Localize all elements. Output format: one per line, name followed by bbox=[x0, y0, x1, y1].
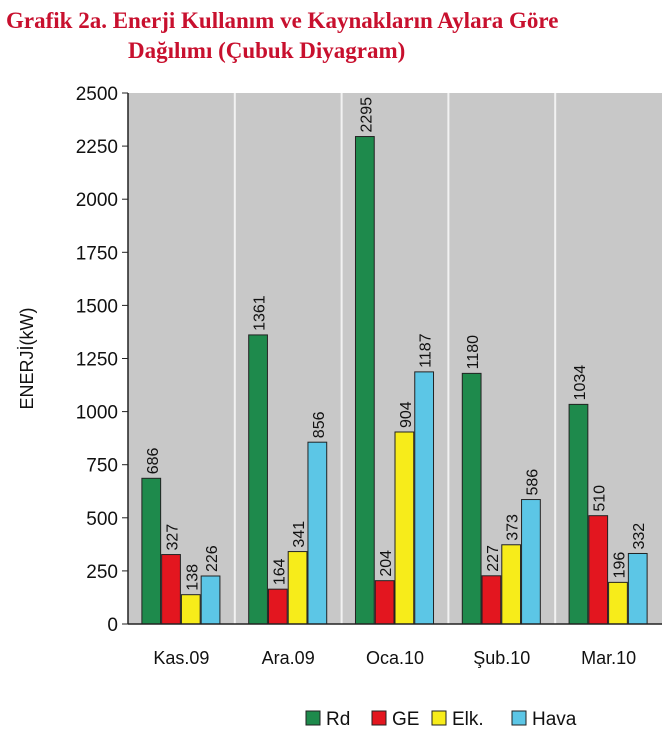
y-tick-label: 0 bbox=[107, 615, 118, 636]
data-label: 2295 bbox=[358, 97, 375, 133]
bar-rd bbox=[568, 403, 589, 625]
data-label: 510 bbox=[592, 485, 609, 512]
data-label: 686 bbox=[145, 447, 162, 474]
y-tick-label: 2000 bbox=[76, 190, 118, 211]
data-label: 1187 bbox=[418, 333, 435, 368]
chart-title-line2: Dağılımı (Çubuk Diyagram) bbox=[128, 38, 406, 63]
legend-label: GE bbox=[392, 709, 419, 730]
legend-swatch bbox=[371, 710, 387, 726]
y-axis-label: ENERJİ(kW) bbox=[17, 308, 37, 410]
data-label: 164 bbox=[271, 558, 288, 585]
data-label: 227 bbox=[485, 545, 502, 572]
data-label: 856 bbox=[311, 411, 328, 438]
data-label: 196 bbox=[611, 552, 628, 579]
legend-swatch bbox=[305, 710, 321, 726]
chart-title: Grafik 2a. Enerji Kullanım ve Kaynakları… bbox=[0, 6, 670, 66]
bar-elk bbox=[501, 544, 522, 625]
data-label: 327 bbox=[165, 524, 182, 551]
data-label: 1180 bbox=[465, 335, 482, 370]
x-tick-label: Ara.09 bbox=[262, 648, 315, 668]
data-label: 586 bbox=[524, 469, 541, 496]
bar-hava bbox=[307, 441, 328, 625]
bar-hava bbox=[627, 552, 648, 625]
y-tick-label: 1250 bbox=[76, 350, 118, 371]
bar-rd bbox=[248, 334, 268, 625]
bar-hava bbox=[521, 499, 541, 625]
data-label: 138 bbox=[184, 564, 201, 591]
y-tick-label: 2500 bbox=[76, 84, 118, 105]
x-tick-label: Mar.10 bbox=[581, 648, 636, 668]
bar-elk bbox=[608, 581, 628, 625]
y-tick-label: 1500 bbox=[76, 296, 118, 317]
bar-hava bbox=[200, 575, 221, 625]
data-label: 373 bbox=[505, 514, 522, 541]
data-label: 204 bbox=[378, 550, 395, 577]
legend-swatch bbox=[511, 710, 527, 726]
legend-label: Elk. bbox=[452, 709, 484, 730]
bar-elk bbox=[394, 431, 415, 625]
bar-rd bbox=[141, 477, 162, 625]
y-tick-label: 250 bbox=[86, 562, 118, 583]
data-label: 332 bbox=[631, 523, 648, 550]
data-label: 1361 bbox=[252, 295, 269, 331]
data-label: 904 bbox=[398, 401, 415, 428]
bar-hava bbox=[414, 371, 435, 625]
data-label: 341 bbox=[291, 521, 308, 548]
y-tick-label: 1000 bbox=[76, 403, 118, 424]
data-label: 1034 bbox=[572, 365, 589, 401]
bar-rd bbox=[461, 372, 482, 625]
y-tick-label: 750 bbox=[86, 456, 118, 477]
legend-swatch bbox=[431, 710, 447, 726]
bar-elk bbox=[287, 551, 308, 625]
bar-ge bbox=[267, 588, 288, 625]
x-tick-label: Oca.10 bbox=[366, 648, 424, 668]
bar-rd bbox=[354, 136, 375, 625]
bar-ge bbox=[588, 515, 609, 625]
bar-ge bbox=[374, 580, 395, 625]
x-tick-label: Şub.10 bbox=[473, 648, 530, 668]
legend-label: Rd bbox=[326, 709, 350, 730]
y-tick-label: 2250 bbox=[76, 137, 118, 158]
data-label: 226 bbox=[204, 545, 221, 572]
chart-title-line1: Grafik 2a. Enerji Kullanım ve Kaynakları… bbox=[6, 8, 559, 33]
bar-ge bbox=[161, 554, 181, 625]
y-tick-label: 500 bbox=[86, 509, 118, 530]
bar-elk bbox=[180, 594, 201, 625]
x-tick-label: Kas.09 bbox=[153, 648, 209, 668]
bar-ge bbox=[481, 575, 502, 625]
y-tick-label: 1750 bbox=[76, 243, 118, 264]
legend-label: Hava bbox=[532, 709, 577, 730]
